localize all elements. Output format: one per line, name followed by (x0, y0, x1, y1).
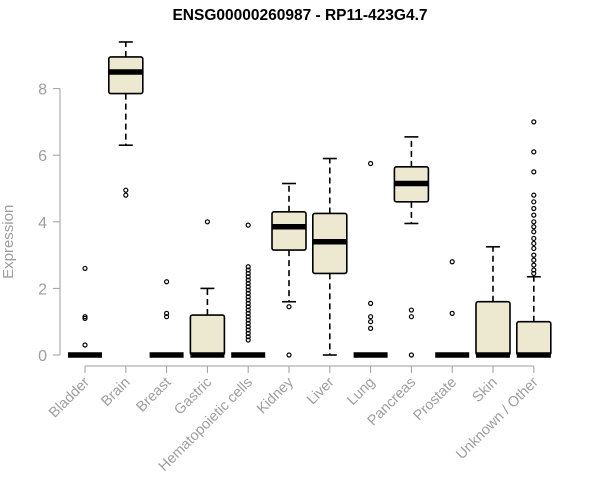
outlier-point (531, 262, 537, 268)
outlier-point (204, 219, 210, 225)
outlier-point (82, 265, 88, 272)
outlier-point (82, 342, 88, 348)
box-group (231, 222, 266, 358)
outlier-point (531, 252, 537, 258)
chart-title: ENSG00000260987 - RP11-423G4.7 (172, 7, 428, 24)
outlier-point (531, 169, 537, 175)
outlier-point (408, 314, 414, 320)
outlier-point (531, 235, 537, 242)
outlier-point (531, 267, 537, 273)
outlier-point (245, 274, 251, 280)
box-group (311, 157, 348, 356)
box-group (435, 259, 470, 358)
y-tick-label: 2 (38, 281, 47, 298)
x-tick-label: Skin (470, 375, 501, 406)
outlier-point (245, 280, 251, 287)
x-tick-label: Kidney (254, 374, 297, 417)
outlier-point (245, 317, 251, 323)
y-axis-title: Expression (0, 205, 17, 279)
outlier-point (82, 315, 88, 321)
outlier-point (408, 307, 414, 313)
outlier-point (164, 310, 170, 316)
outlier-point (531, 270, 537, 277)
outlier-point (245, 304, 251, 310)
y-tick-label: 0 (38, 348, 47, 365)
outlier-point (245, 290, 251, 296)
outlier-point (245, 287, 251, 293)
x-tick-label: Bladder (46, 374, 93, 421)
outlier-point (245, 294, 251, 300)
outlier-point (408, 352, 414, 358)
outlier-point (531, 219, 537, 225)
outlier-point (368, 325, 374, 331)
outlier-point (245, 297, 251, 303)
outlier-point (245, 337, 251, 343)
x-tick-label: Prostate (411, 375, 460, 424)
box-group (475, 245, 511, 358)
outlier-point (531, 212, 537, 218)
box-iqr (515, 320, 552, 356)
outlier-point (245, 320, 251, 326)
outlier-point (245, 300, 251, 306)
box-iqr (475, 300, 511, 356)
x-tick-label: Liver (304, 374, 338, 408)
outlier-point (245, 264, 251, 270)
box-group (515, 119, 552, 358)
x-tick-label: Breast (133, 375, 174, 416)
outlier-point (245, 327, 251, 333)
box-group (189, 219, 226, 358)
outlier-point (245, 284, 251, 290)
outlier-point (245, 330, 251, 336)
y-tick-label: 8 (38, 82, 47, 99)
x-tick-label: Brain (98, 375, 133, 410)
box-iqr (108, 56, 144, 95)
outlier-point (82, 314, 88, 320)
outlier-point (245, 324, 251, 330)
outlier-point (531, 205, 537, 212)
outlier-point (286, 352, 292, 358)
outlier-point (531, 229, 537, 235)
outlier-point (245, 270, 251, 277)
outlier-point (531, 199, 537, 205)
outlier-point (531, 192, 537, 198)
outlier-point (164, 314, 170, 320)
outlier-point (531, 257, 537, 263)
outlier-point (245, 222, 251, 228)
box-group (68, 265, 102, 358)
outlier-point (245, 267, 251, 273)
box-iqr (271, 211, 307, 251)
box-group (353, 160, 388, 358)
outlier-point (368, 160, 374, 167)
box-group (149, 279, 184, 358)
outlier-point (245, 334, 251, 340)
outlier-point (368, 314, 374, 320)
outlier-point (531, 119, 537, 125)
box-group (108, 41, 144, 198)
outlier-point (245, 277, 251, 283)
outlier-point (449, 259, 455, 265)
outlier-point (123, 192, 129, 198)
outlier-point (123, 187, 129, 193)
outlier-point (531, 240, 537, 247)
box-group (271, 182, 307, 358)
outlier-point (531, 224, 537, 230)
y-tick-label: 4 (38, 215, 47, 232)
outlier-point (531, 245, 537, 252)
outlier-point (245, 307, 251, 313)
outlier-point (245, 310, 251, 316)
box-iqr (189, 314, 226, 356)
outlier-point (531, 149, 537, 155)
y-tick-label: 6 (38, 148, 47, 165)
outlier-point (449, 310, 455, 316)
outlier-point (164, 279, 170, 285)
outlier-point (368, 319, 374, 325)
outlier-point (368, 300, 374, 306)
outlier-point (286, 304, 292, 310)
outlier-point (245, 314, 251, 320)
x-tick-label: Lung (344, 375, 378, 409)
box-group (393, 136, 430, 358)
